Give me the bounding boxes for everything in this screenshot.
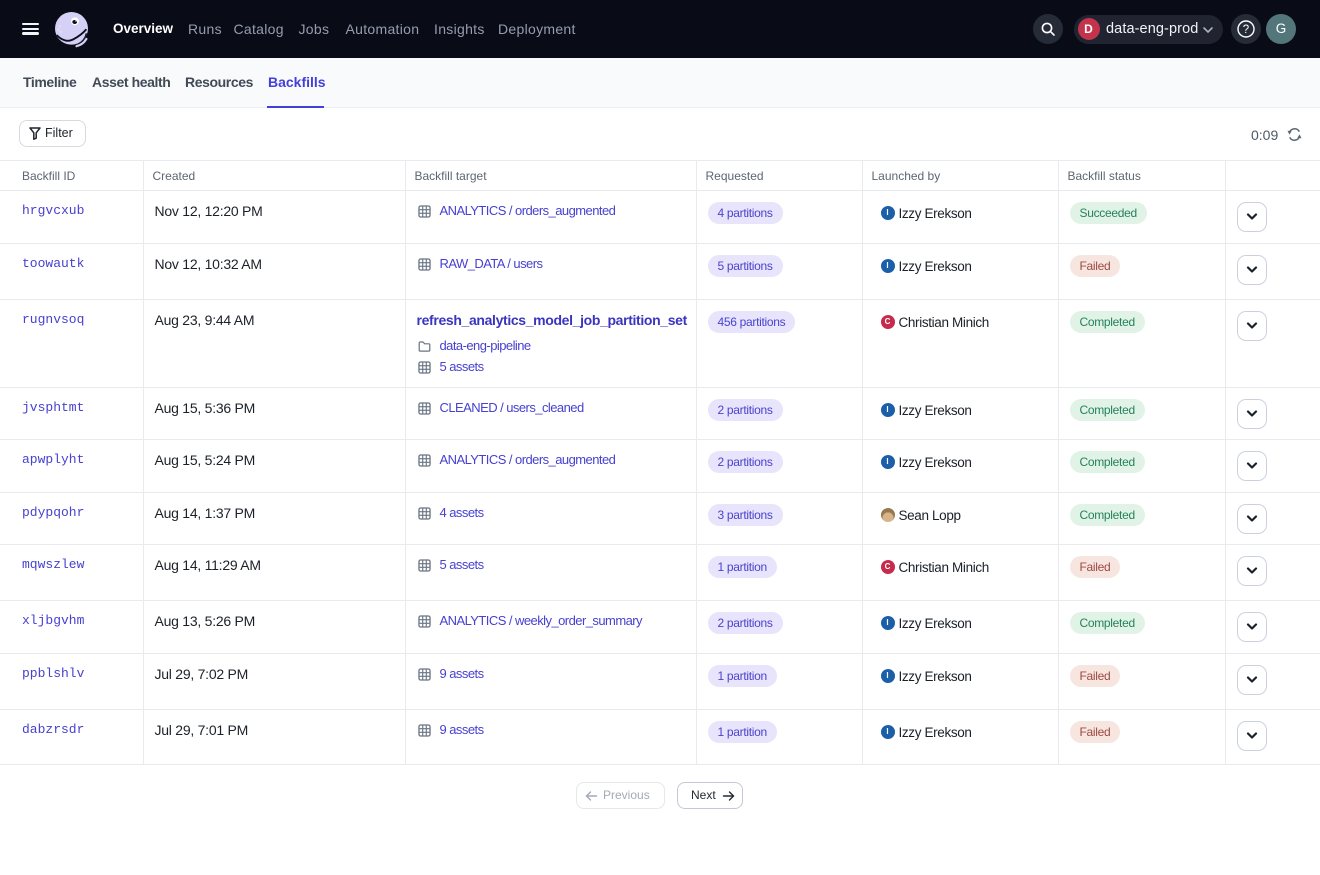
svg-text:?: ? [1243, 24, 1249, 36]
